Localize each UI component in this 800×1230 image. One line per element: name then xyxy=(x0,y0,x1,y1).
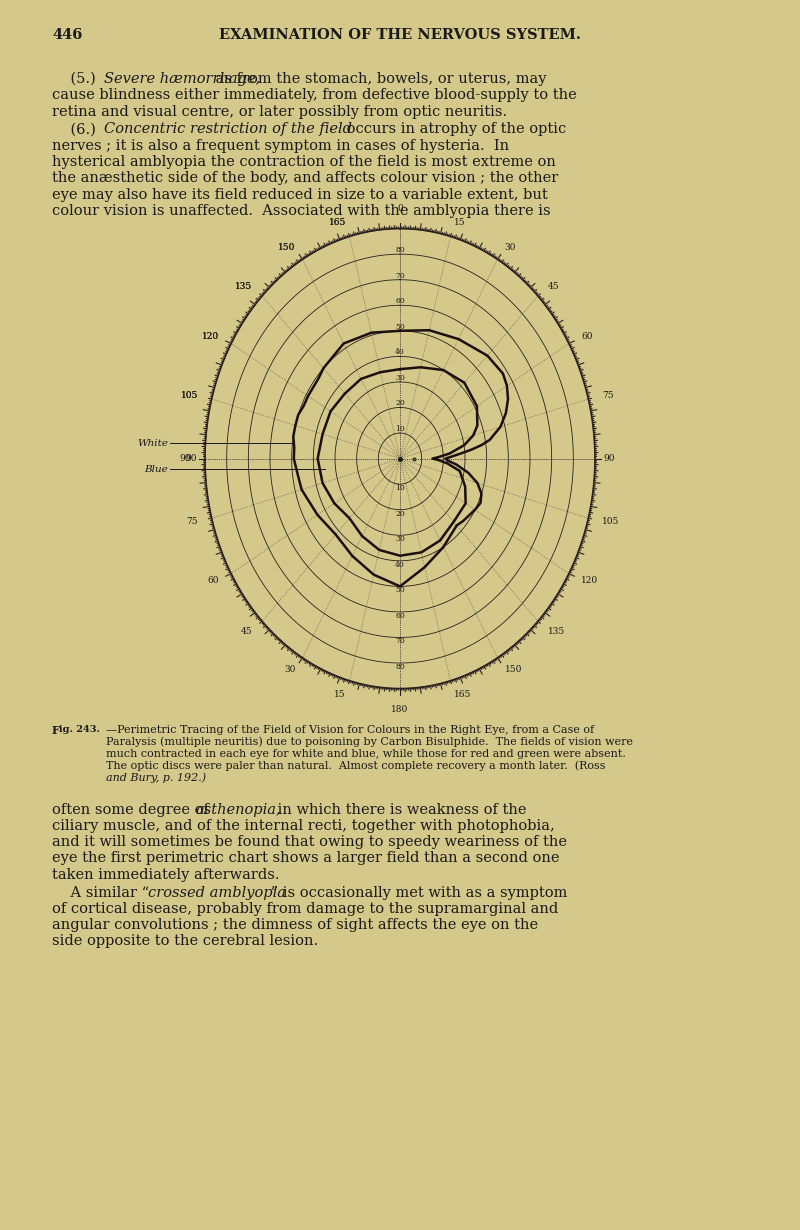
Text: and it will sometimes be found that owing to speedy weariness of the: and it will sometimes be found that owin… xyxy=(52,835,567,849)
Text: 15: 15 xyxy=(334,690,346,699)
Text: side opposite to the cerebral lesion.: side opposite to the cerebral lesion. xyxy=(52,935,318,948)
Text: as from the stomach, bowels, or uterus, may: as from the stomach, bowels, or uterus, … xyxy=(211,73,546,86)
Text: in which there is weakness of the: in which there is weakness of the xyxy=(273,803,526,817)
Text: The optic discs were paler than natural.  Almost complete recovery a month later: The optic discs were paler than natural.… xyxy=(106,760,606,771)
Text: retina and visual centre, or later possibly from optic neuritis.: retina and visual centre, or later possi… xyxy=(52,105,507,118)
Text: 70: 70 xyxy=(395,272,405,279)
Text: 165: 165 xyxy=(329,219,346,228)
Text: crossed amblyopia: crossed amblyopia xyxy=(148,886,286,899)
Text: taken immediately afterwards.: taken immediately afterwards. xyxy=(52,867,279,882)
Text: 30: 30 xyxy=(505,242,516,252)
Text: and Bury, p. 192.): and Bury, p. 192.) xyxy=(106,772,206,784)
Text: asthenopia,: asthenopia, xyxy=(195,803,281,817)
Text: angular convolutions ; the dimness of sight affects the eye on the: angular convolutions ; the dimness of si… xyxy=(52,918,538,932)
Text: 60: 60 xyxy=(207,576,219,585)
Text: 40: 40 xyxy=(395,561,405,568)
Text: Concentric restriction of the field: Concentric restriction of the field xyxy=(104,123,352,137)
Text: (5.): (5.) xyxy=(52,73,105,86)
Text: of cortical disease, probably from damage to the supramarginal and: of cortical disease, probably from damag… xyxy=(52,902,558,916)
Text: 135: 135 xyxy=(235,282,252,290)
Text: ciliary muscle, and of the internal recti, together with photophobia,: ciliary muscle, and of the internal rect… xyxy=(52,819,554,833)
Text: 30: 30 xyxy=(395,535,405,544)
Text: cause blindness either immediately, from defective blood-supply to the: cause blindness either immediately, from… xyxy=(52,89,577,102)
Text: 90: 90 xyxy=(186,454,197,462)
Text: the anæsthetic side of the body, and affects colour vision ; the other: the anæsthetic side of the body, and aff… xyxy=(52,171,558,186)
Text: 70: 70 xyxy=(395,637,405,646)
Text: EXAMINATION OF THE NERVOUS SYSTEM.: EXAMINATION OF THE NERVOUS SYSTEM. xyxy=(219,28,581,42)
Text: much contracted in each eye for white and blue, while those for red and green we: much contracted in each eye for white an… xyxy=(106,749,626,759)
Text: eye may also have its field reduced in size to a variable extent, but: eye may also have its field reduced in s… xyxy=(52,187,548,202)
Text: 80: 80 xyxy=(395,663,405,672)
Text: 105: 105 xyxy=(181,391,198,400)
Text: 105: 105 xyxy=(181,391,198,400)
Text: 40: 40 xyxy=(395,348,405,357)
Text: A similar “: A similar “ xyxy=(52,886,154,899)
Text: Paralysis (multiple neuritis) due to poisoning by Carbon Bisulphide.  The fields: Paralysis (multiple neuritis) due to poi… xyxy=(106,737,633,747)
Text: often some degree of: often some degree of xyxy=(52,803,214,817)
Text: ” is occasionally met with as a symptom: ” is occasionally met with as a symptom xyxy=(266,886,567,899)
Text: 165: 165 xyxy=(329,219,346,228)
Text: 120: 120 xyxy=(581,576,598,585)
Text: occurs in atrophy of the optic: occurs in atrophy of the optic xyxy=(342,123,566,137)
Text: 60: 60 xyxy=(395,298,405,305)
Text: 50: 50 xyxy=(395,587,405,594)
Text: 10: 10 xyxy=(395,485,405,492)
Text: 90: 90 xyxy=(603,454,614,462)
Text: 45: 45 xyxy=(241,626,252,636)
Text: 20: 20 xyxy=(395,400,405,407)
Text: Severe hæmorrhage,: Severe hæmorrhage, xyxy=(104,73,260,86)
Text: 60: 60 xyxy=(395,613,405,620)
Text: hysterical amblyopia the contraction of the field is most extreme on: hysterical amblyopia the contraction of … xyxy=(52,155,556,169)
Text: F: F xyxy=(52,724,60,736)
Text: colour vision is unaffected.  Associated with the amblyopia there is: colour vision is unaffected. Associated … xyxy=(52,204,550,218)
Text: nerves ; it is also a frequent symptom in cases of hysteria.  In: nerves ; it is also a frequent symptom i… xyxy=(52,139,509,153)
Text: 75: 75 xyxy=(186,518,198,526)
Text: 45: 45 xyxy=(548,282,559,290)
Text: 446: 446 xyxy=(52,28,82,42)
Text: Blue: Blue xyxy=(144,465,168,474)
Text: 135: 135 xyxy=(235,282,252,290)
Text: 135: 135 xyxy=(548,626,565,636)
Text: 60: 60 xyxy=(581,332,593,341)
Text: ig. 243.: ig. 243. xyxy=(59,724,100,733)
Text: 90: 90 xyxy=(179,454,191,462)
Text: 165: 165 xyxy=(454,690,471,699)
Text: 150: 150 xyxy=(278,242,295,252)
Text: 105: 105 xyxy=(602,518,619,526)
Text: 180: 180 xyxy=(391,705,409,713)
Text: White: White xyxy=(137,439,168,448)
Text: 50: 50 xyxy=(395,322,405,331)
Text: —Perimetric Tracing of the Field of Vision for Colours in the Right Eye, from a : —Perimetric Tracing of the Field of Visi… xyxy=(106,724,594,734)
Text: 30: 30 xyxy=(284,665,295,674)
Text: 120: 120 xyxy=(202,332,219,341)
Text: 20: 20 xyxy=(395,509,405,518)
Text: 75: 75 xyxy=(602,391,614,400)
Text: 150: 150 xyxy=(505,665,522,674)
Text: 150: 150 xyxy=(278,242,295,252)
Text: 120: 120 xyxy=(202,332,219,341)
Text: 10: 10 xyxy=(395,426,405,433)
Text: 80: 80 xyxy=(395,246,405,255)
Text: 0: 0 xyxy=(397,204,403,213)
Text: (6.): (6.) xyxy=(52,123,105,137)
Text: 30: 30 xyxy=(395,374,405,383)
Text: eye the first perimetric chart shows a larger field than a second one: eye the first perimetric chart shows a l… xyxy=(52,851,559,866)
Text: 15: 15 xyxy=(454,219,466,228)
